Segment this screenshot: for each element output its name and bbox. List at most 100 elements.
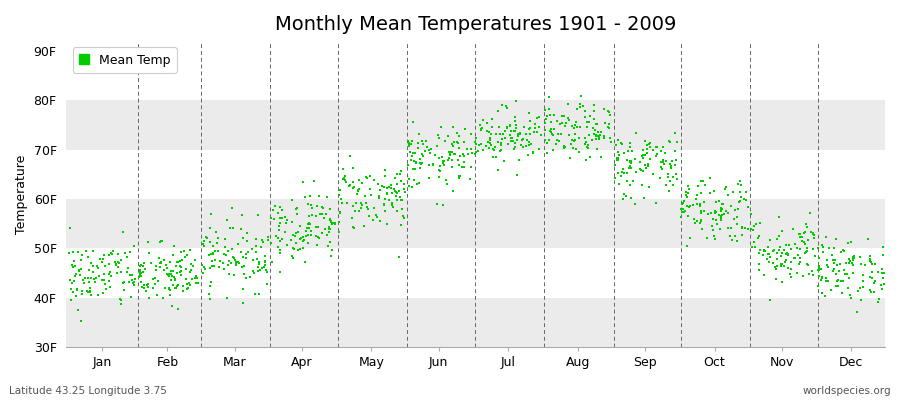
Point (680, 194, 694, 200)
Point (590, 129, 605, 135)
Point (835, 246, 850, 253)
Point (509, 172, 524, 178)
Point (229, 259, 243, 265)
Point (537, 127, 552, 133)
Point (581, 145, 596, 151)
Point (347, 208, 362, 214)
Point (300, 224, 314, 231)
Point (580, 143, 595, 150)
Point (717, 186, 732, 192)
Bar (67, 150, 885, 199)
Point (871, 298, 886, 305)
Point (111, 251, 125, 258)
Point (237, 270, 251, 277)
Point (793, 234, 807, 240)
Point (431, 174, 446, 180)
Point (239, 238, 254, 244)
Point (312, 235, 327, 242)
Point (156, 295, 170, 302)
Point (625, 148, 639, 154)
Point (410, 140, 425, 146)
Point (387, 188, 401, 194)
Point (874, 282, 888, 288)
Point (793, 259, 807, 266)
Point (772, 232, 787, 239)
Point (708, 198, 723, 205)
Point (581, 118, 596, 125)
Point (530, 128, 544, 135)
Point (822, 245, 836, 251)
Point (756, 247, 770, 254)
Point (120, 269, 134, 276)
Point (482, 140, 497, 147)
Point (234, 226, 248, 232)
Point (565, 144, 580, 151)
Point (274, 214, 289, 221)
Point (623, 181, 637, 188)
Point (159, 264, 174, 271)
Point (697, 199, 711, 206)
Point (182, 280, 196, 286)
Point (362, 213, 376, 220)
Point (806, 231, 820, 238)
Point (220, 248, 235, 254)
Point (173, 258, 187, 264)
Point (469, 135, 483, 142)
Point (273, 220, 287, 226)
Point (554, 113, 569, 119)
Point (198, 266, 212, 272)
Point (811, 245, 825, 251)
Point (674, 209, 688, 216)
Point (347, 184, 362, 190)
Point (775, 250, 789, 257)
Point (860, 236, 875, 242)
Point (862, 256, 877, 262)
Point (798, 229, 813, 236)
Point (360, 204, 374, 210)
Point (310, 242, 325, 248)
Point (410, 181, 424, 187)
Point (704, 210, 718, 216)
Point (406, 150, 420, 157)
Point (739, 189, 753, 195)
Point (102, 261, 116, 268)
Point (829, 235, 843, 242)
Point (531, 146, 545, 152)
Y-axis label: Temperature: Temperature (15, 154, 28, 234)
Point (90, 263, 104, 269)
Point (222, 258, 237, 264)
Point (176, 283, 190, 290)
Point (394, 197, 409, 204)
Point (137, 284, 151, 291)
Point (246, 268, 260, 274)
Point (597, 135, 611, 142)
Point (132, 267, 147, 273)
Point (825, 268, 840, 274)
Point (800, 237, 814, 243)
Point (322, 224, 337, 230)
Point (166, 281, 180, 288)
Point (781, 265, 796, 271)
Point (544, 126, 559, 132)
Point (788, 240, 803, 247)
Point (612, 152, 626, 158)
Point (604, 139, 618, 146)
Point (324, 218, 338, 224)
Point (205, 250, 220, 257)
Point (568, 131, 582, 137)
Point (491, 166, 506, 173)
Point (103, 284, 117, 290)
Point (71, 307, 86, 314)
Point (623, 158, 637, 164)
Point (346, 179, 361, 186)
Point (304, 227, 319, 234)
Point (125, 277, 140, 283)
Point (169, 285, 184, 292)
Point (208, 248, 222, 254)
Point (589, 120, 603, 127)
Point (394, 178, 409, 184)
Point (397, 214, 411, 221)
Point (296, 179, 310, 185)
Point (847, 253, 861, 259)
Point (814, 277, 828, 283)
